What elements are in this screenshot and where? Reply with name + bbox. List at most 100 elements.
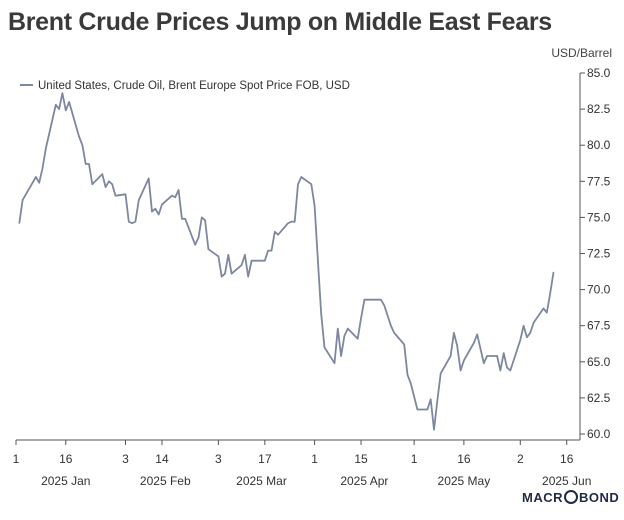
y-tick-label: 85.0: [587, 66, 611, 80]
data-point: [267, 250, 269, 252]
data-point: [22, 199, 24, 201]
data-point: [251, 260, 253, 262]
data-point: [450, 355, 452, 357]
data-point: [463, 359, 465, 361]
data-point: [158, 213, 160, 216]
y-tick-label: 65.0: [587, 355, 611, 369]
data-point: [204, 219, 206, 221]
data-point: [227, 254, 229, 256]
data-point: [174, 196, 176, 198]
x-tick-label: 16: [457, 452, 471, 466]
y-tick-label: 70.0: [587, 283, 611, 297]
data-point: [91, 183, 93, 185]
data-point: [410, 382, 412, 385]
data-point: [274, 231, 276, 233]
data-point: [367, 299, 369, 301]
data-point: [68, 101, 70, 103]
data-point: [433, 429, 435, 431]
data-point: [181, 218, 183, 220]
data-point: [360, 317, 362, 320]
data-point: [128, 221, 130, 223]
data-point: [549, 293, 551, 295]
data-point: [78, 135, 80, 138]
data-point: [38, 182, 40, 184]
data-point: [114, 195, 117, 197]
data-point: [61, 92, 64, 94]
data-point: [337, 328, 339, 330]
data-point: [460, 369, 462, 372]
data-point: [124, 193, 127, 195]
data-point: [264, 260, 266, 262]
data-point: [131, 222, 133, 224]
x-tick-label: 1: [411, 452, 418, 466]
x-month-label: 2025 Jun: [542, 474, 591, 488]
x-tick-label: 1: [311, 452, 318, 466]
data-point: [393, 332, 395, 334]
data-point: [333, 362, 336, 364]
data-point: [430, 398, 432, 400]
x-tick-label: 16: [59, 452, 73, 466]
legend-label: United States, Crude Oil, Brent Europe S…: [38, 80, 350, 92]
data-point: [533, 322, 535, 324]
data-point: [340, 355, 342, 357]
data-point: [247, 276, 249, 278]
data-point: [320, 313, 322, 315]
data-point: [476, 333, 478, 335]
data-point: [310, 183, 312, 185]
x-month-label: 2025 Mar: [236, 474, 287, 488]
logo-circle-icon: [564, 490, 578, 504]
data-point: [65, 109, 67, 112]
data-point: [254, 260, 256, 262]
data-point: [300, 176, 302, 178]
data-point: [161, 203, 163, 205]
data-point: [506, 367, 508, 369]
data-point: [317, 260, 319, 262]
data-point: [105, 186, 107, 188]
data-point: [171, 195, 173, 197]
series-line: [18, 92, 555, 431]
y-tick-label: 77.5: [587, 174, 611, 188]
x-tick-label: 3: [215, 452, 222, 466]
data-point: [41, 167, 44, 169]
data-point: [416, 408, 418, 411]
data-point: [231, 273, 233, 275]
data-point: [390, 325, 392, 327]
data-point: [529, 332, 531, 334]
x-tick-label: 3: [122, 452, 129, 466]
x-tick-label: 17: [258, 452, 272, 466]
data-point: [101, 173, 103, 175]
data-point: [217, 255, 219, 257]
data-point: [509, 369, 511, 372]
data-point: [81, 144, 83, 146]
data-point: [519, 339, 521, 341]
data-point: [387, 315, 389, 317]
y-tick-label: 80.0: [587, 138, 611, 152]
data-point: [496, 355, 498, 357]
data-point: [403, 343, 405, 346]
x-tick-label: 1: [13, 452, 20, 466]
y-tick-label: 82.5: [587, 102, 611, 116]
data-point: [55, 104, 57, 106]
data-point: [178, 189, 180, 191]
data-point: [58, 108, 60, 110]
data-point: [45, 147, 47, 149]
data-point: [88, 163, 90, 165]
data-point: [440, 372, 442, 374]
data-point: [436, 400, 438, 402]
data-point: [201, 216, 203, 218]
data-point: [184, 218, 186, 220]
data-point: [503, 352, 505, 354]
data-point: [499, 369, 501, 372]
data-point: [151, 211, 153, 213]
data-point: [207, 248, 209, 250]
y-axis-unit-label: USD/Barrel: [551, 46, 612, 60]
data-point: [35, 176, 37, 178]
data-point: [483, 362, 485, 364]
data-point: [546, 312, 548, 314]
data-point: [111, 183, 113, 185]
y-tick-label: 75.0: [587, 210, 611, 224]
data-point: [138, 199, 140, 201]
data-point: [486, 355, 488, 357]
data-point: [406, 374, 409, 376]
data-point: [380, 299, 382, 301]
